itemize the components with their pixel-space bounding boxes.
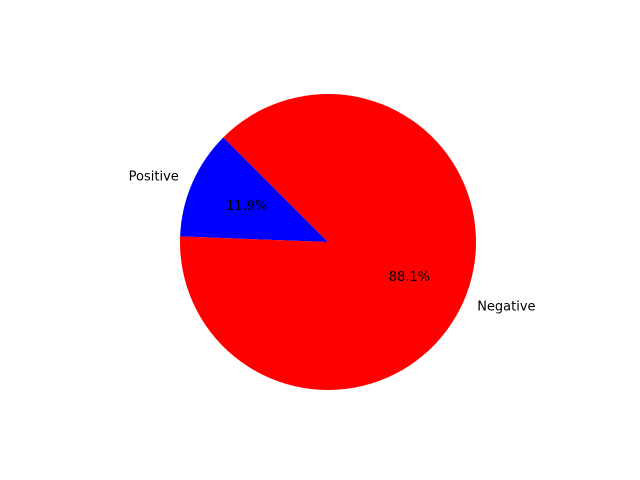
- slice-label-negative: Negative: [477, 300, 535, 315]
- percent-label-negative: 88.1%: [389, 270, 430, 285]
- pie-slice-negative: [180, 93, 477, 390]
- pie-slices: [180, 93, 477, 390]
- pie-labels: Positive 11.9% Negative 88.1%: [129, 169, 536, 314]
- slice-label-positive: Positive: [129, 169, 179, 184]
- pie-slice-positive: [180, 137, 328, 242]
- percent-label-positive: 11.9%: [226, 199, 267, 214]
